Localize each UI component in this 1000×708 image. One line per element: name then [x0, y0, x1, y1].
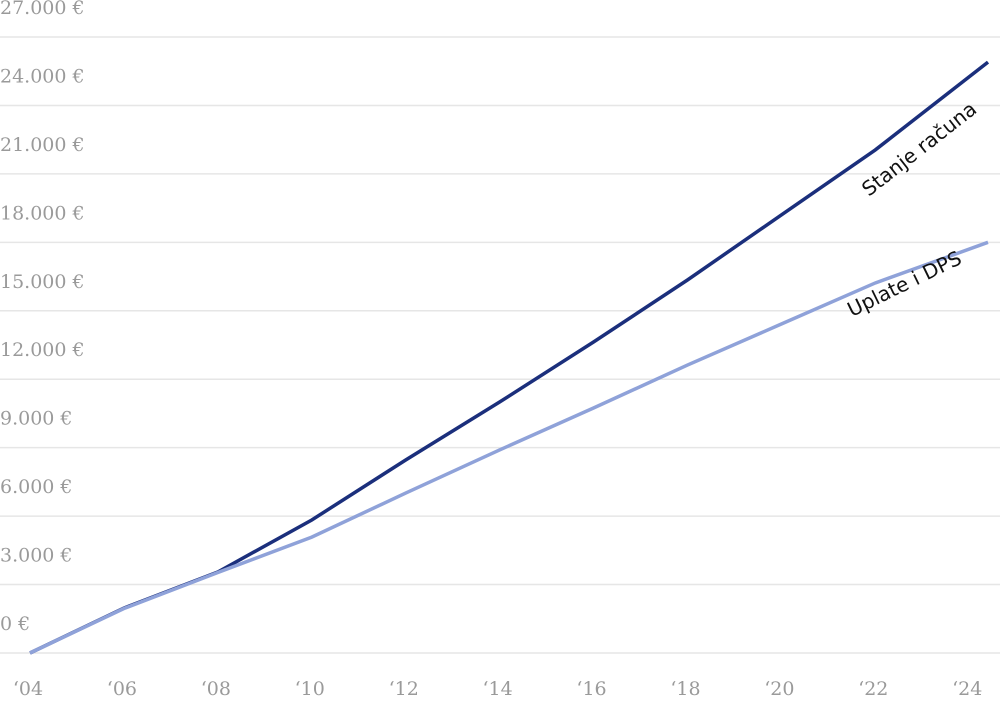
y-tick-label: 18.000 € [0, 202, 85, 224]
y-tick-label: 15.000 € [0, 271, 85, 293]
series-line [29, 60, 990, 655]
x-tick-label: ‘14 [482, 678, 512, 700]
x-tick-label: ‘10 [295, 678, 325, 700]
y-tick-label: 6.000 € [0, 476, 73, 498]
x-tick-label: ‘08 [201, 678, 231, 700]
x-tick-label: ‘04 [13, 678, 43, 700]
x-tick-label: ‘24 [952, 678, 982, 700]
y-tick-label: 21.000 € [0, 134, 85, 156]
y-tick-label: 3.000 € [0, 545, 73, 567]
x-tick-label: ‘06 [107, 678, 137, 700]
y-tick-label: 24.000 € [0, 65, 85, 87]
series-line [29, 240, 989, 655]
x-tick-label: ‘20 [764, 678, 794, 700]
y-tick-label: 12.000 € [0, 339, 85, 361]
x-tick-label: ‘12 [389, 678, 419, 700]
y-tick-label: 9.000 € [0, 408, 73, 430]
y-tick-label: 27.000 € [0, 0, 85, 19]
y-tick-label: 0 € [0, 613, 30, 635]
x-tick-label: ‘18 [670, 678, 700, 700]
x-tick-label: ‘16 [576, 678, 606, 700]
x-tick-label: ‘22 [858, 678, 888, 700]
